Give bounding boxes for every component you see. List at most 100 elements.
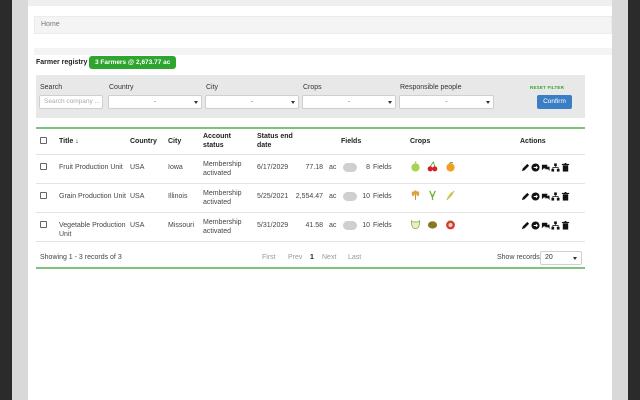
header-title[interactable]: Title ↓ [59,138,79,145]
comments-icon[interactable] [541,163,550,172]
crops-select[interactable]: - [302,95,396,109]
orange-icon [446,162,455,172]
row-title[interactable]: Vegetable Production Unit [59,222,126,238]
row-city: Iowa [168,164,183,171]
header-status-end-date: Status end date [257,133,293,149]
row-fields-count: 10 [362,222,370,229]
table-row-divider [36,241,585,242]
city-select[interactable]: - [205,95,299,109]
hierarchy-icon[interactable] [551,192,560,201]
confirm-button[interactable]: Confirm [537,95,572,109]
country-label: Country [109,84,134,91]
row-country: USA [130,164,145,171]
row-checkbox[interactable] [40,163,47,170]
chevron-down-icon [486,101,490,104]
select-all-checkbox[interactable] [40,137,47,144]
pager-next[interactable]: Next [322,254,337,261]
hierarchy-icon[interactable] [551,163,560,172]
breadcrumb[interactable]: Home [34,16,612,34]
wheat-icon [411,190,420,201]
row-title[interactable]: Grain Production Unit [59,193,126,200]
header-fields: Fields [341,138,362,145]
table-row [36,183,585,212]
show-records-select[interactable]: 20 [540,251,582,265]
chevron-down-icon [573,257,577,260]
row-checkbox[interactable] [40,192,47,199]
edit-icon[interactable] [521,163,530,172]
comments-icon[interactable] [541,221,550,230]
table-row [36,154,585,183]
pager-current[interactable]: 1 [310,254,314,261]
reset-filter-link[interactable]: RESET FILTER [530,85,565,90]
search-input[interactable]: Search company ... [39,95,103,109]
row-end-date: 6/17/2029 [257,164,289,171]
row-title[interactable]: Fruit Production Unit [59,164,123,171]
apple-icon [411,161,420,172]
crops-value: - [347,98,351,105]
people-value: - [445,98,448,105]
country-select[interactable]: - [108,95,202,109]
edit-icon[interactable] [521,192,530,201]
trash-icon[interactable] [561,221,570,230]
row-end-date: 5/25/2021 [257,193,289,200]
pager-prev[interactable]: Prev [288,254,303,261]
cherry-icon [427,161,438,172]
arrow-circle-icon[interactable] [531,221,540,230]
row-country: USA [130,193,145,200]
header-crops: Crops [410,138,431,145]
trash-icon[interactable] [561,163,570,172]
city-label: City [206,84,219,91]
main-page: Home Farmer registry 3 Farmers @ 2,673.7… [28,0,612,400]
row-account-status: Membership activated [203,161,242,177]
row-account-status: Membership activated [203,190,242,206]
row-area: 77.18 [305,164,323,171]
top-bar [28,0,612,6]
row-area: 41.58 [305,222,323,229]
arrow-circle-icon[interactable] [531,163,540,172]
table-bottom-divider [36,267,585,269]
search-placeholder: Search company ... [44,98,100,105]
chevron-down-icon [291,101,295,104]
responsible-people-select[interactable]: - [399,95,494,109]
chevron-down-icon [388,101,392,104]
header-city: City [168,138,182,145]
row-area-unit: ac [329,222,337,229]
row-city: Illinois [168,193,188,200]
farmers-summary-badge: 3 Farmers @ 2,673.77 ac [89,56,177,69]
row-checkbox[interactable] [40,221,47,228]
pager-first[interactable]: First [262,254,276,261]
row-fields-label: Fields [373,193,392,200]
hierarchy-icon[interactable] [551,221,560,230]
breadcrumb-home[interactable]: Home [41,21,60,28]
row-fields-label: Fields [373,222,392,229]
crops-label: Crops [303,84,322,91]
fields-map-icon[interactable] [343,192,357,201]
row-area: 2,554.47 [295,193,323,200]
trash-icon[interactable] [561,192,570,201]
barley-icon [429,190,436,201]
fields-map-icon[interactable] [343,163,357,172]
edit-icon[interactable] [521,221,530,230]
pager-last[interactable]: Last [348,254,362,261]
row-end-date: 5/31/2029 [257,222,289,229]
search-label: Search [40,84,63,91]
sub-bar [34,48,612,55]
comments-icon[interactable] [541,192,550,201]
table-top-divider [36,127,585,129]
show-records-value: 20 [545,254,553,261]
fields-map-icon[interactable] [343,221,357,230]
row-fields-label: Fields [373,164,392,171]
filter-panel: Search Search company ... Country - City… [36,75,585,118]
show-records-label: Show records: [497,254,542,261]
country-value: - [153,98,157,105]
arrow-circle-icon[interactable] [531,192,540,201]
potato-icon [427,221,438,229]
rye-icon [446,190,455,201]
header-country: Country [130,138,157,145]
people-label: Responsible people [400,84,462,91]
chevron-down-icon [194,101,198,104]
page-title: Farmer registry [36,59,88,66]
row-area-unit: ac [329,164,337,171]
row-city: Missouri [168,222,195,229]
header-account-status: Account status [203,133,231,149]
